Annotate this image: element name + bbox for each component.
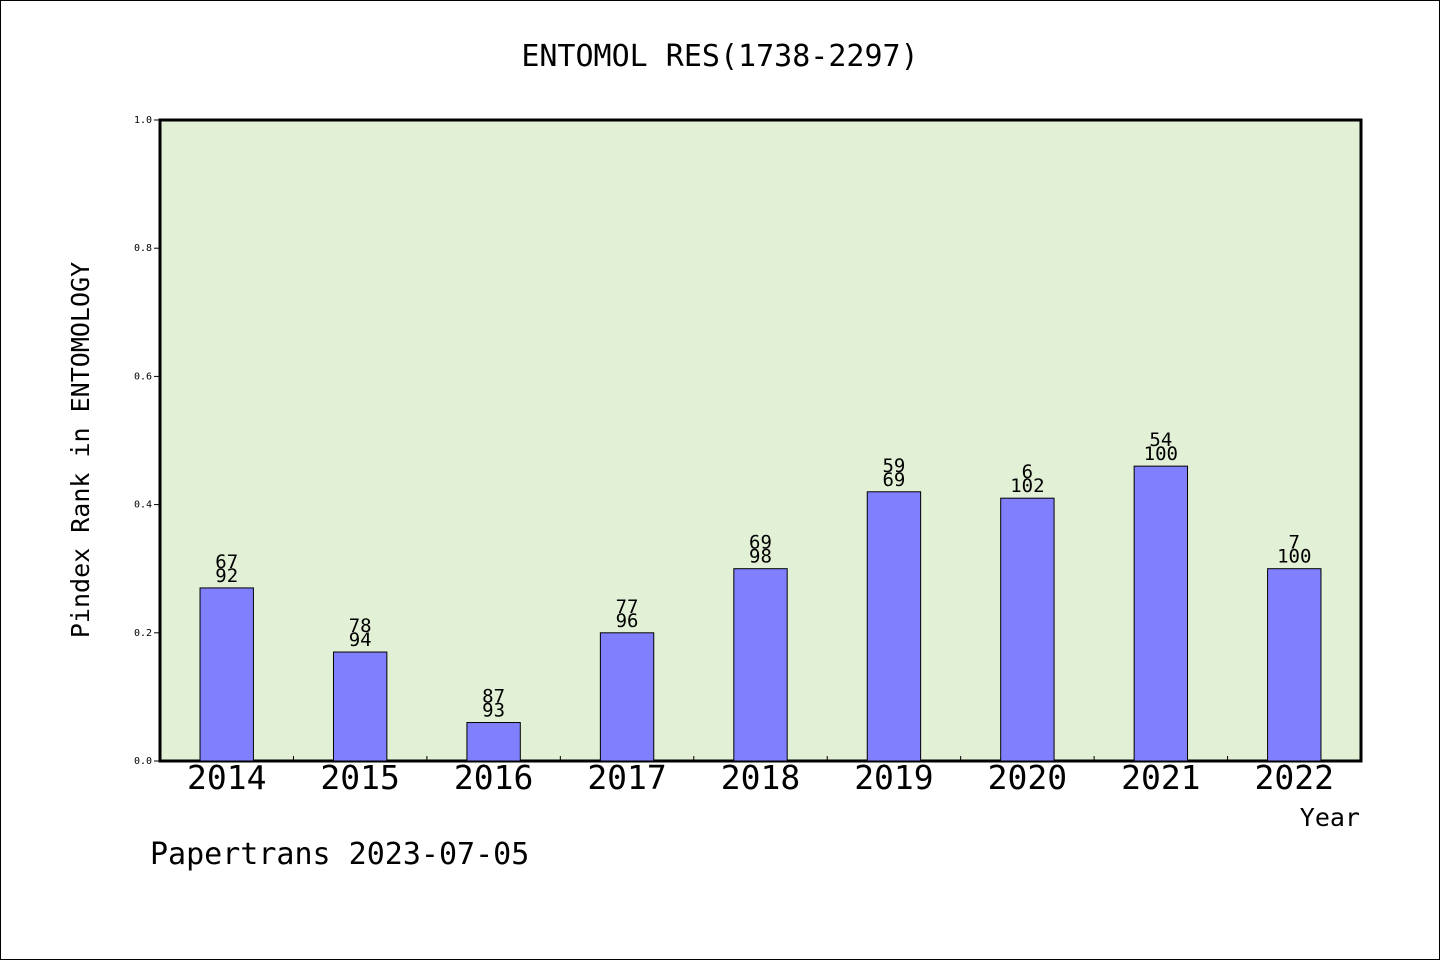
bar-2015 — [332, 651, 388, 762]
x-tick-labels-group: 2014 2015 2016 2017 2018 2019 2020 2021 2022 — [187, 758, 1334, 797]
bar-label-bottom: 100 — [1277, 546, 1311, 568]
bar-label-top: 77 — [616, 596, 639, 618]
watermark-text: Papertrans 2023-07-05 — [150, 837, 529, 872]
x-tick-label: 2014 — [187, 758, 266, 797]
x-axis-label: Year — [1300, 803, 1360, 832]
bar-2017 — [599, 632, 655, 762]
bar-label-top: 7 — [1289, 532, 1300, 554]
bar-label-top: 59 — [882, 455, 905, 477]
bar-2016 — [466, 722, 521, 762]
x-tick-label: 2021 — [1121, 758, 1200, 797]
bar-label-top: 67 — [215, 551, 238, 573]
bar-label-bottom: 93 — [482, 700, 505, 722]
bar-label-bottom: 92 — [215, 565, 238, 587]
y-axis-ticks: 0.0 0.2 0.4 0.6 0.8 1.0 — [134, 115, 160, 767]
x-tick-label: 2016 — [454, 758, 533, 797]
x-tick-label: 2018 — [721, 758, 800, 797]
x-tick-label: 2020 — [988, 758, 1067, 797]
bar-label-bottom: 102 — [1010, 475, 1044, 497]
bar-label-top: 87 — [482, 686, 505, 708]
y-tick-label: 0.2 — [134, 628, 152, 639]
bar-label-bottom: 96 — [616, 610, 639, 632]
x-tick-label: 2019 — [854, 758, 933, 797]
y-tick-label: 1.0 — [134, 115, 152, 126]
bar-label-bottom: 69 — [882, 469, 905, 491]
y-tick-label: 0.8 — [134, 243, 152, 254]
bar-label-bottom: 94 — [349, 629, 372, 651]
bar-2021 — [1133, 465, 1189, 762]
x-tick-label: 2017 — [587, 758, 666, 797]
bar-2018 — [733, 568, 788, 762]
x-axis-separators — [292, 756, 1229, 761]
chart-title: ENTOMOL RES(1738-2297) — [521, 39, 918, 74]
bar-2019 — [866, 491, 922, 762]
y-axis-label: Pindex Rank in ENTOMOLOGY — [66, 262, 95, 638]
bar-label-top: 54 — [1149, 429, 1172, 451]
x-tick-label: 2015 — [320, 758, 399, 797]
bar-label-top: 6 — [1022, 461, 1033, 483]
y-tick-label: 0.4 — [134, 500, 152, 511]
bar-label-bottom: 98 — [749, 546, 772, 568]
y-tick-label: 0.6 — [134, 371, 152, 382]
bar-label-top: 78 — [349, 615, 372, 637]
y-tick-label: 0.0 — [134, 756, 152, 767]
bar-2020 — [1000, 497, 1055, 762]
bars-group — [199, 465, 1322, 762]
bar-2014 — [199, 587, 254, 762]
x-tick-label: 2022 — [1255, 758, 1334, 797]
bar-2022 — [1267, 568, 1322, 762]
bar-label-top: 69 — [749, 532, 772, 554]
bar-label-bottom: 100 — [1144, 443, 1178, 465]
